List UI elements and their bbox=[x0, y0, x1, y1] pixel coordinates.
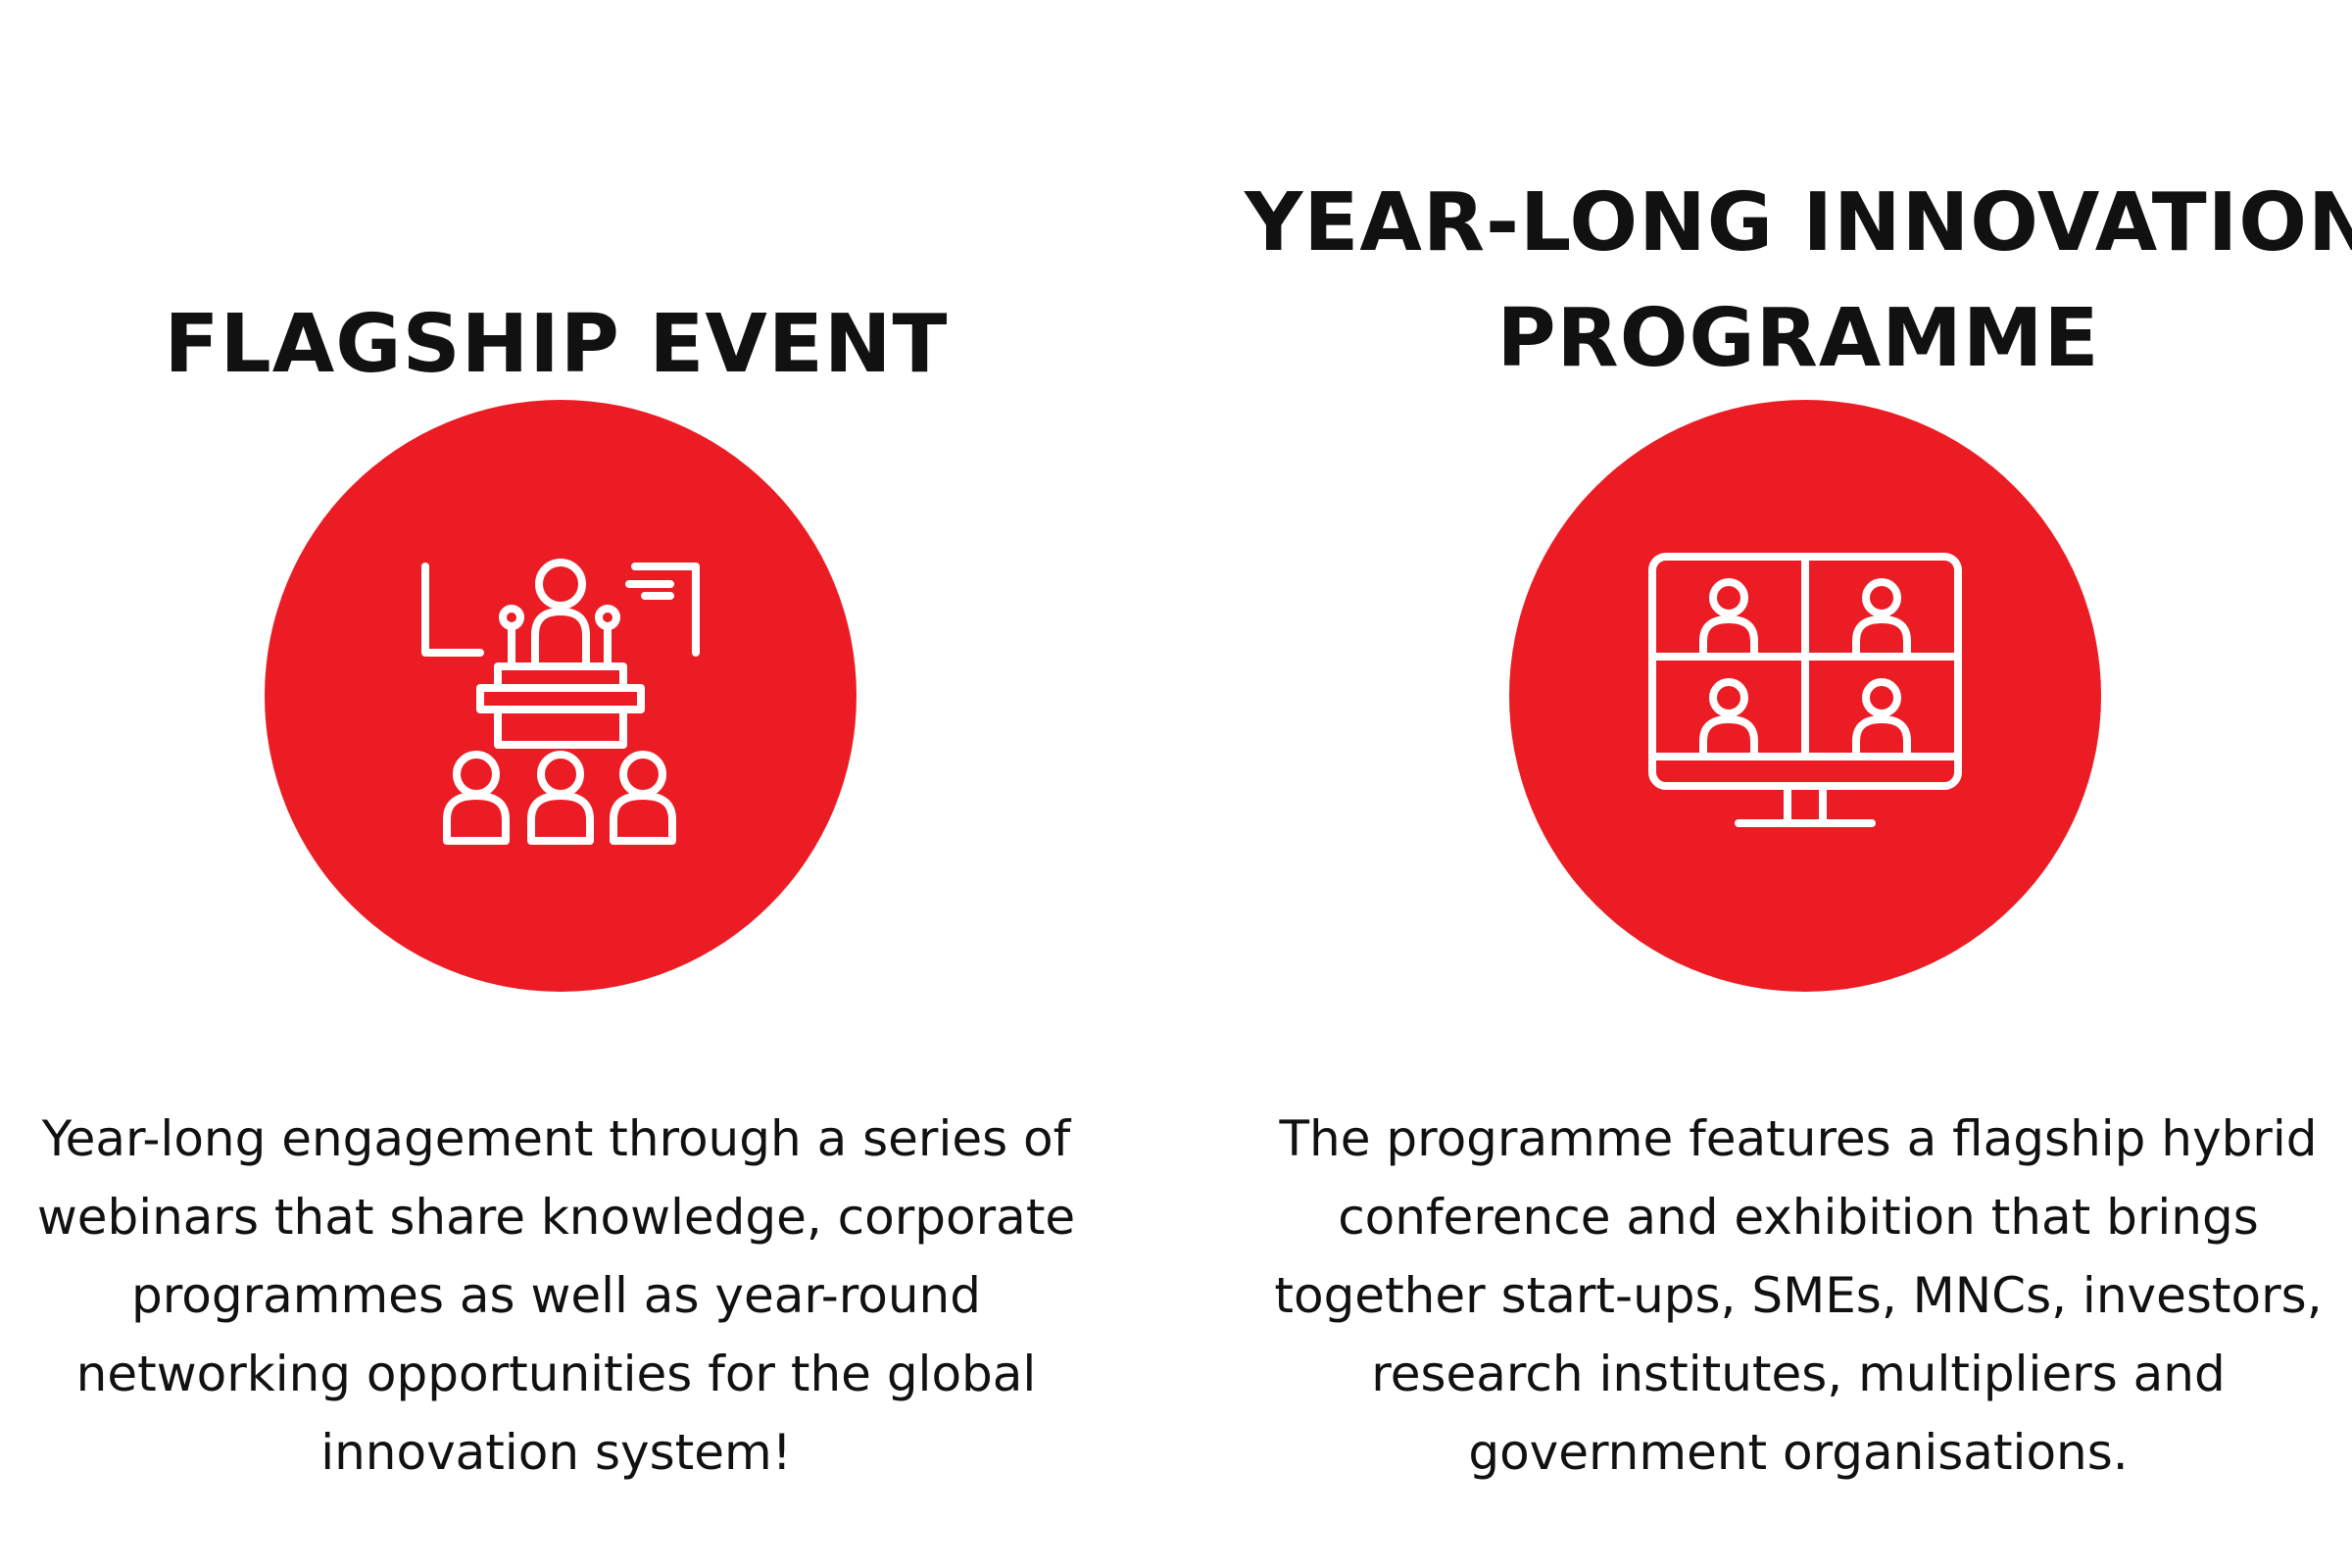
innovation-programme-title: YEAR-LONG INNOVATION PROGRAMME bbox=[1245, 166, 2352, 397]
description-line: The programme features a flagship hybrid bbox=[1279, 1110, 2318, 1167]
flagship-event-description: Year-long engagement through a series of… bbox=[0, 1100, 1112, 1492]
video-conference-monitor-icon bbox=[1648, 553, 1962, 827]
flagship-event-title: FLAGSHIP EVENT bbox=[0, 287, 1112, 403]
innovation-programme-badge bbox=[1509, 400, 2101, 992]
innovation-programme-description: The programme features a flagship hybrid… bbox=[1245, 1100, 2352, 1492]
presentation-audience-icon bbox=[421, 559, 700, 845]
flagship-event-section: FLAGSHIP EVENT bbox=[0, 0, 1112, 1568]
description-line: webinars that share knowledge, corporate bbox=[36, 1189, 1076, 1246]
description-line: conference and exhibition that brings bbox=[1338, 1189, 2259, 1246]
description-line: research institutes, multipliers and bbox=[1371, 1346, 2226, 1402]
title-line: PROGRAMME bbox=[1496, 291, 2100, 385]
flagship-event-badge bbox=[265, 400, 857, 992]
description-line: networking opportunities for the global bbox=[75, 1346, 1037, 1402]
description-line: Year-long engagement through a series of bbox=[41, 1110, 1071, 1167]
description-line: government organisations. bbox=[1468, 1424, 2129, 1481]
description-line: programmes as well as year-round bbox=[131, 1267, 981, 1324]
title-line: YEAR-LONG INNOVATION bbox=[1245, 175, 2352, 270]
title-line: FLAGSHIP EVENT bbox=[164, 297, 949, 391]
description-line: together start-ups, SMEs, MNCs, investor… bbox=[1274, 1267, 2323, 1324]
innovation-programme-section: YEAR-LONG INNOVATION PROGRAMME bbox=[1245, 0, 2352, 1568]
description-line: innovation system! bbox=[320, 1424, 792, 1481]
